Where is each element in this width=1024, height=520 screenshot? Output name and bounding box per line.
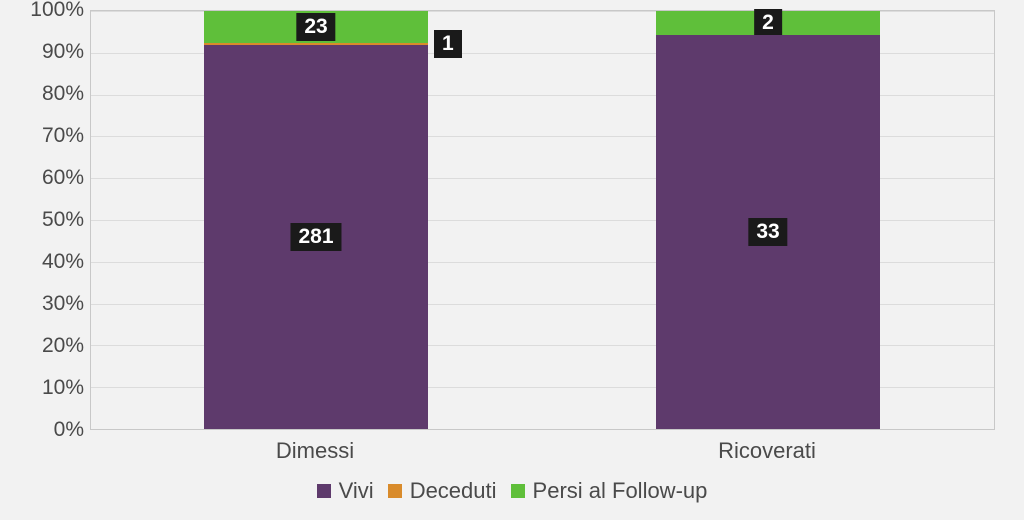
ytick-label: 90% <box>14 40 84 64</box>
bar-dimessi: 23 1 281 <box>204 11 428 429</box>
datalabel: 33 <box>748 218 787 246</box>
segment-persi: 2 <box>656 11 880 35</box>
legend-swatch-vivi <box>317 484 331 498</box>
plot-area: 23 1 281 2 33 <box>90 10 995 430</box>
datalabel: 281 <box>290 223 341 251</box>
ytick-label: 0% <box>14 418 84 442</box>
bar-ricoverati: 2 33 <box>656 11 880 429</box>
segment-vivi: 33 <box>656 35 880 429</box>
legend-label: Persi al Follow-up <box>533 478 708 504</box>
datalabel: 1 <box>434 30 462 58</box>
ytick-label: 20% <box>14 334 84 358</box>
ytick-label: 60% <box>14 166 84 190</box>
ytick-label: 10% <box>14 376 84 400</box>
legend-label: Vivi <box>339 478 374 504</box>
legend-swatch-deceduti <box>388 484 402 498</box>
category-label: Ricoverati <box>718 438 816 464</box>
legend-label: Deceduti <box>410 478 497 504</box>
datalabel: 2 <box>754 9 782 37</box>
ytick-label: 30% <box>14 292 84 316</box>
segment-persi: 23 <box>204 11 428 43</box>
legend-swatch-persi <box>511 484 525 498</box>
ytick-label: 40% <box>14 250 84 274</box>
category-label: Dimessi <box>276 438 354 464</box>
ytick-label: 100% <box>14 0 84 22</box>
ytick-label: 80% <box>14 82 84 106</box>
stacked-bar-chart: 0% 10% 20% 30% 40% 50% 60% 70% 80% 90% 1… <box>0 0 1024 520</box>
segment-vivi: 281 <box>204 45 428 429</box>
legend: Vivi Deceduti Persi al Follow-up <box>0 478 1024 504</box>
ytick-label: 50% <box>14 208 84 232</box>
ytick-label: 70% <box>14 124 84 148</box>
datalabel: 23 <box>296 13 335 41</box>
